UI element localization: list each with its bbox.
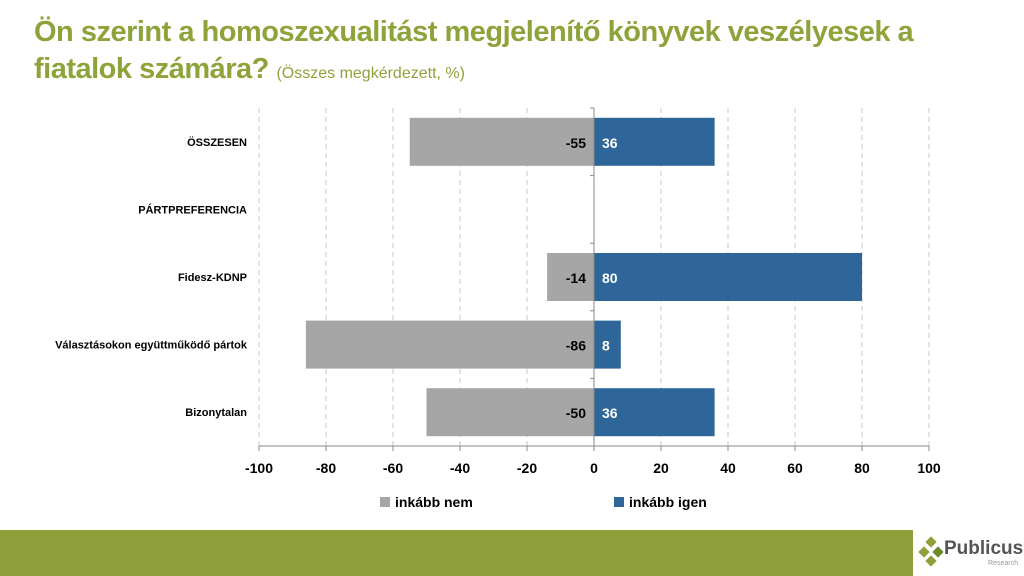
category-label: PÁRTPREFERENCIA <box>138 203 247 216</box>
data-label: 80 <box>602 270 618 286</box>
logo-diamond-icon <box>918 536 944 567</box>
bar-igen <box>594 320 621 369</box>
x-tick-label: 0 <box>590 460 598 476</box>
bar-igen <box>594 388 715 437</box>
category-label: Választásokon együttműködő pártok <box>55 340 248 352</box>
bar-nem <box>305 320 594 369</box>
bar-igen <box>594 117 715 166</box>
category-label: Fidesz-KDNP <box>178 272 247 284</box>
data-label: 36 <box>602 135 618 151</box>
bar-nem <box>426 388 594 437</box>
x-tick-label: 20 <box>653 460 669 476</box>
data-label: -55 <box>566 135 586 151</box>
logo-tagline: Research <box>988 560 1018 567</box>
data-label: -50 <box>566 405 586 421</box>
logo-name: Publicus <box>944 538 1024 559</box>
data-label: -14 <box>566 270 586 286</box>
x-tick-label: -100 <box>245 460 273 476</box>
x-tick-label: 100 <box>917 460 941 476</box>
bar-nem <box>409 117 594 166</box>
x-tick-label: 40 <box>720 460 736 476</box>
data-label: -86 <box>566 338 586 354</box>
legend-label: inkább nem <box>395 494 473 510</box>
category-label: ÖSSZESEN <box>187 136 247 149</box>
x-tick-label: 60 <box>787 460 803 476</box>
footer-bar <box>0 530 913 576</box>
chart-title: Ön szerint a homoszexualitást megjelenít… <box>34 14 1014 92</box>
x-tick-label: -20 <box>517 460 537 476</box>
legend-label: inkább igen <box>629 494 707 510</box>
bar-nem <box>547 253 594 301</box>
x-tick-label: -80 <box>316 460 336 476</box>
title-subtitle: (Összes megkérdezett, %) <box>276 65 465 82</box>
x-tick-label: 80 <box>854 460 870 476</box>
legend-swatch <box>614 497 624 507</box>
bar-igen <box>594 253 862 301</box>
title-main: Ön szerint a homoszexualitást megjelenít… <box>34 16 914 85</box>
x-tick-label: -40 <box>450 460 470 476</box>
legend-swatch <box>380 497 390 507</box>
publicus-logo: Publicus Research <box>918 536 1024 572</box>
data-label: 36 <box>602 405 618 421</box>
x-tick-label: -60 <box>383 460 403 476</box>
data-label: 8 <box>602 338 610 354</box>
bar-chart: -100 -80 -60 -40 -20 0 20 40 60 80 100 ÖSSZESEN -55 3… <box>55 107 941 510</box>
category-label: Bizonytalan <box>185 407 247 419</box>
